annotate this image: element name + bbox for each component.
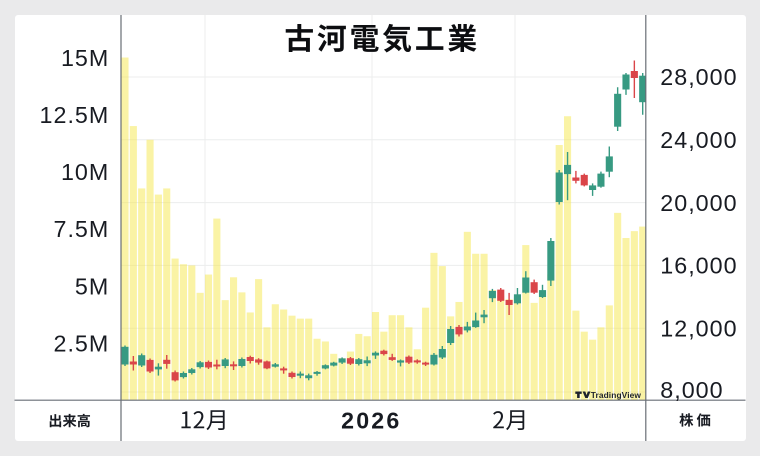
svg-text:16,000: 16,000 <box>660 253 737 279</box>
svg-text:2026: 2026 <box>341 407 401 433</box>
svg-text:5M: 5M <box>75 273 109 299</box>
svg-text:8,000: 8,000 <box>660 377 723 403</box>
svg-text:TradingView: TradingView <box>591 390 642 400</box>
svg-text:2.5M: 2.5M <box>54 330 110 356</box>
svg-text:12,000: 12,000 <box>660 315 737 341</box>
svg-text:15M: 15M <box>61 45 109 71</box>
svg-text:7.5M: 7.5M <box>54 216 110 242</box>
svg-text:28,000: 28,000 <box>660 64 737 90</box>
svg-text:12.5M: 12.5M <box>40 102 110 128</box>
svg-text:24,000: 24,000 <box>660 127 737 153</box>
svg-text:10M: 10M <box>61 159 109 185</box>
svg-text:20,000: 20,000 <box>660 190 737 216</box>
